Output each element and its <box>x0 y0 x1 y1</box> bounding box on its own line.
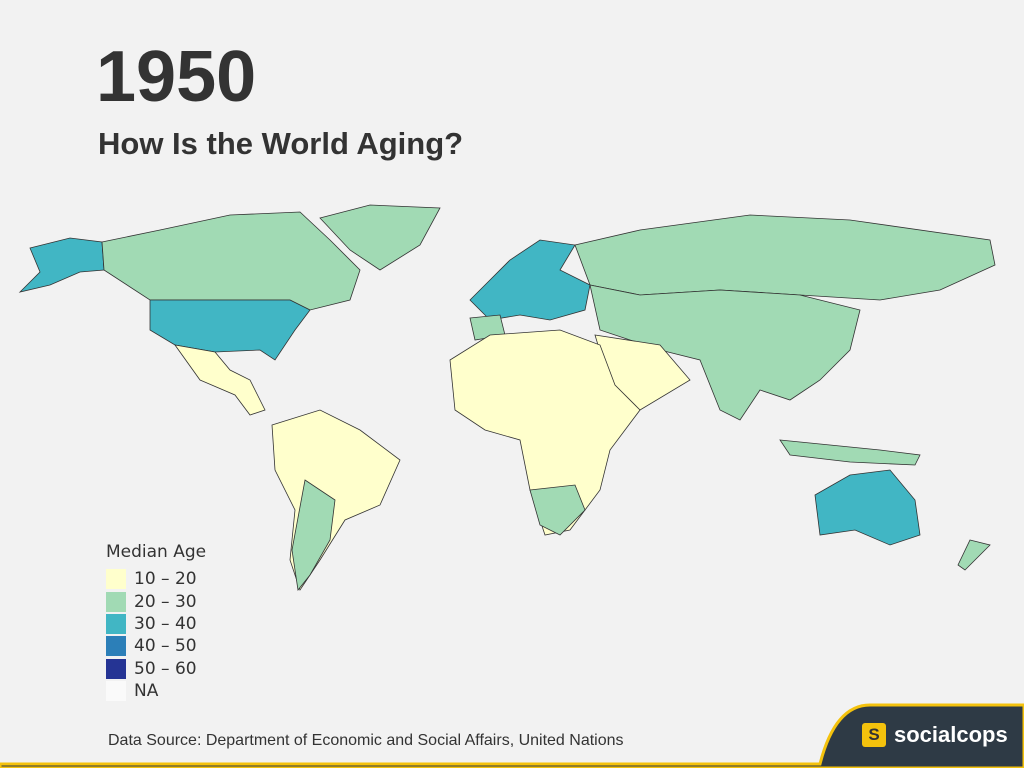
legend-label: 20 – 30 <box>134 591 197 612</box>
africa <box>449 329 641 536</box>
legend-label: 30 – 40 <box>134 613 197 634</box>
footer-band <box>0 703 1024 768</box>
legend-title: Median Age <box>106 542 207 562</box>
legend: Median Age 10 – 20 20 – 30 30 – 40 40 – 50 5… <box>106 542 206 702</box>
world-map <box>18 204 996 591</box>
australia <box>814 469 921 546</box>
south-america <box>271 409 401 591</box>
legend-label: 40 – 50 <box>134 636 197 657</box>
canada <box>101 211 361 311</box>
legend-item: 40 – 50 <box>106 635 206 657</box>
greenland <box>319 204 441 271</box>
legend-swatch <box>106 613 126 634</box>
new-zealand <box>957 539 991 571</box>
legend-swatch <box>106 591 126 612</box>
legend-swatch <box>106 569 126 590</box>
legend-item: 50 – 60 <box>106 658 206 680</box>
legend-label: NA <box>134 681 159 702</box>
year: 1950 <box>96 37 257 117</box>
alaska <box>18 237 105 293</box>
russia <box>574 214 996 301</box>
europe <box>469 239 591 321</box>
title: How Is the World Aging? <box>98 126 464 161</box>
brand-name: socialcops <box>894 722 1008 747</box>
indonesia <box>779 439 921 466</box>
southern-africa <box>529 484 586 536</box>
legend-item: 10 – 20 <box>106 568 206 590</box>
legend-label: 10 – 20 <box>134 569 197 590</box>
legend-swatch <box>106 681 126 702</box>
legend-item: NA <box>106 680 206 702</box>
legend-label: 50 – 60 <box>134 658 197 679</box>
central-america <box>174 344 266 416</box>
legend-swatch <box>106 658 126 679</box>
legend-items: 10 – 20 20 – 30 30 – 40 40 – 50 50 – 60 NA <box>106 568 206 702</box>
brand-logo: S <box>862 723 886 747</box>
legend-swatch <box>106 636 126 657</box>
argentina <box>291 479 336 591</box>
data-source: Data Source: Department of Economic and … <box>108 732 624 749</box>
brand: S socialcops <box>862 722 1008 748</box>
legend-item: 30 – 40 <box>106 613 206 635</box>
usa <box>149 299 311 361</box>
legend-item: 20 – 30 <box>106 590 206 612</box>
